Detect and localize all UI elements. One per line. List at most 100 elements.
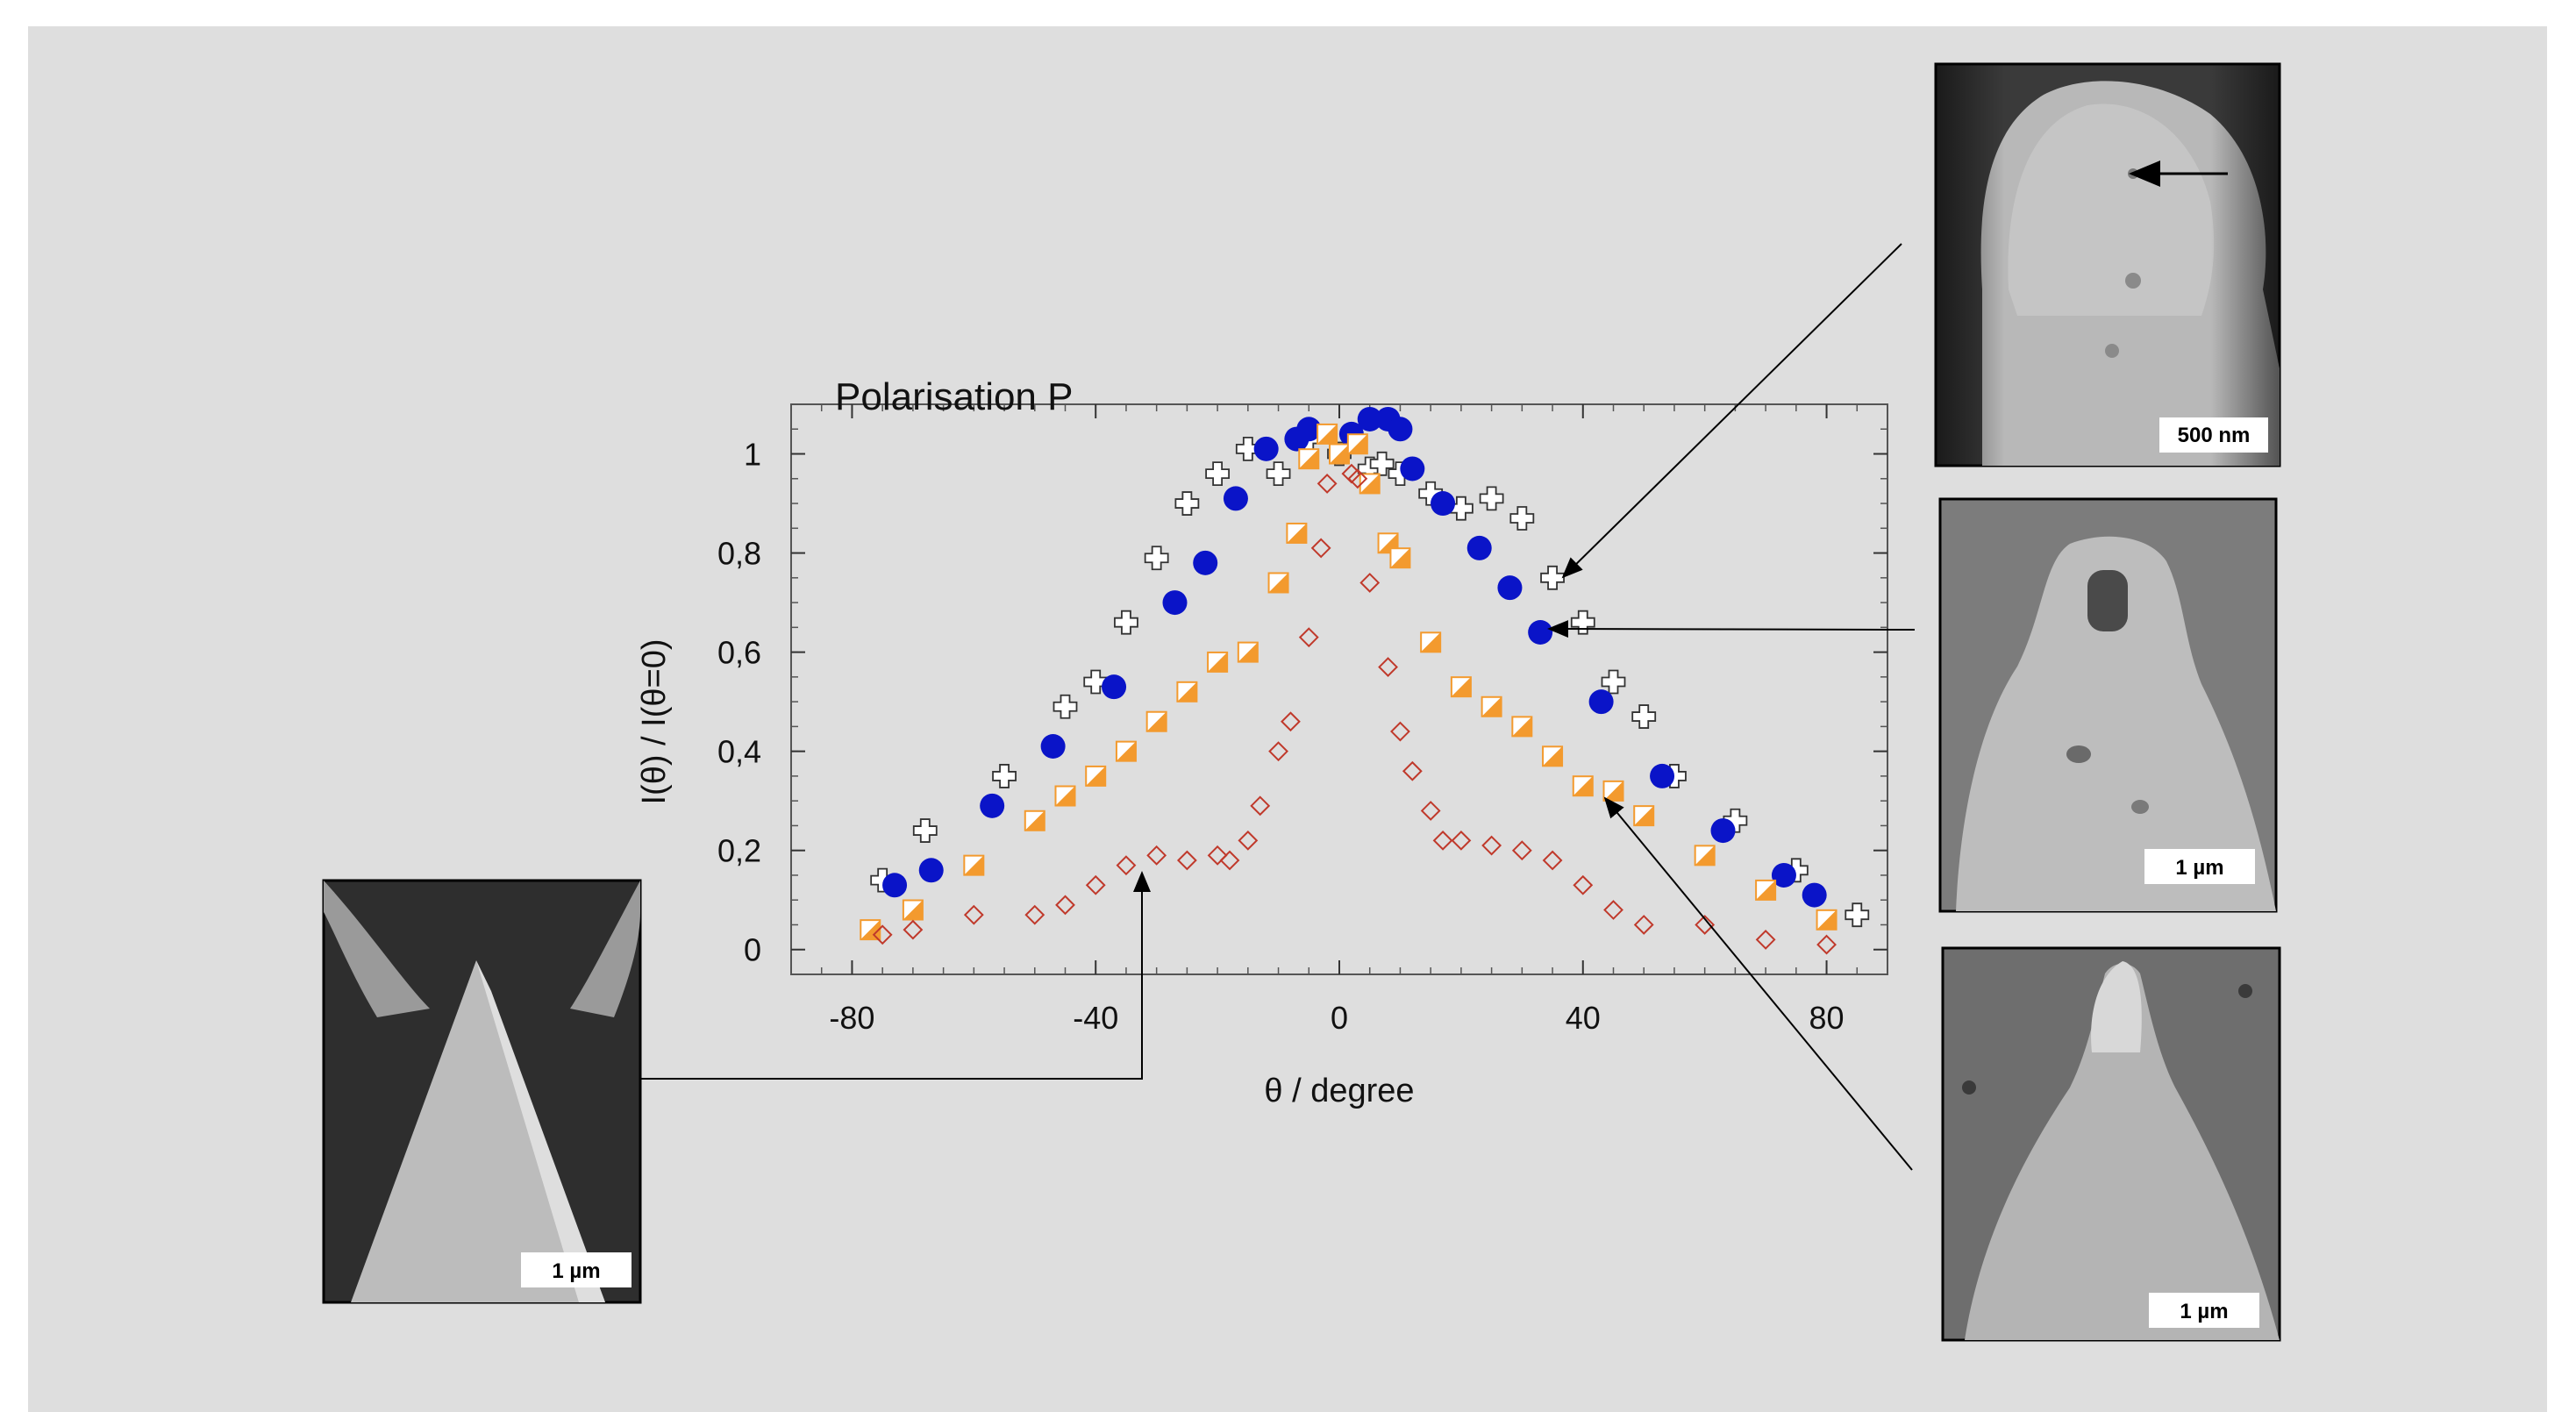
x-tick-label: 80 — [1809, 1000, 1845, 1036]
data-point-square — [1389, 547, 1411, 569]
x-tick-label: 0 — [1331, 1000, 1348, 1036]
data-point-diamond — [1573, 874, 1594, 895]
data-point-plus — [1205, 461, 1231, 487]
sem-image-bottom-right: 1 µm — [1941, 946, 2281, 1342]
data-point-diamond — [1055, 895, 1075, 916]
data-point-circle — [1771, 862, 1796, 888]
data-point-diamond — [1281, 711, 1301, 732]
plot-frame — [790, 403, 1888, 975]
data-point-diamond — [1146, 845, 1167, 866]
data-point-diamond — [1451, 830, 1472, 851]
data-point-square — [1602, 780, 1624, 802]
data-point-circle — [1388, 417, 1413, 442]
data-point-square — [1359, 473, 1381, 495]
data-point-diamond — [1402, 760, 1423, 781]
data-point-diamond — [1317, 474, 1338, 494]
data-point-diamond — [1816, 934, 1837, 955]
data-point-square — [1207, 651, 1229, 673]
data-point-square — [1511, 716, 1533, 738]
data-point-circle — [882, 873, 908, 898]
data-point-square — [1115, 740, 1137, 762]
data-point-diamond — [1633, 915, 1654, 935]
data-point-square — [1481, 695, 1502, 717]
data-point-diamond — [1481, 835, 1502, 856]
data-point-plus — [1144, 546, 1169, 571]
data-point-circle — [980, 793, 1005, 818]
data-point-square — [1317, 423, 1338, 445]
arrow-bottom-right — [1603, 796, 1913, 1171]
data-point-circle — [1710, 818, 1736, 844]
data-point-square — [1755, 879, 1777, 901]
data-point-diamond — [1116, 855, 1137, 876]
data-point-square — [1085, 765, 1107, 787]
data-point-plus — [1631, 704, 1657, 729]
data-point-diamond — [1511, 840, 1532, 861]
data-point-square — [1298, 448, 1320, 470]
data-point-diamond — [1542, 850, 1563, 871]
data-point-plus — [1235, 436, 1260, 461]
data-point-square — [963, 854, 985, 876]
data-point-plus — [992, 764, 1017, 788]
data-marks — [860, 406, 1870, 955]
data-point-diamond — [1310, 538, 1331, 559]
data-point-diamond — [903, 919, 924, 940]
data-point-square — [1024, 809, 1045, 831]
scale-bar-middle-right: 1 µm — [2175, 856, 2223, 880]
data-point-square — [1237, 641, 1259, 663]
data-point-diamond — [1390, 721, 1410, 742]
y-tick-label: 0,2 — [717, 833, 761, 869]
data-point-circle — [1588, 689, 1614, 715]
data-point-square — [1346, 433, 1368, 455]
arrow-left — [640, 871, 1151, 1080]
data-point-plus — [1601, 669, 1626, 695]
data-point-plus — [912, 818, 938, 843]
data-point-circle — [1253, 436, 1279, 461]
sem-image-top-right: 500 nm — [1934, 62, 2281, 467]
x-tick-label: 40 — [1566, 1000, 1601, 1036]
data-point-diamond — [1420, 801, 1441, 821]
data-point-plus — [1369, 451, 1395, 476]
data-point-diamond — [1755, 930, 1776, 950]
data-point-square — [1542, 745, 1564, 767]
data-point-diamond — [1024, 904, 1045, 925]
data-point-plus — [1266, 461, 1291, 487]
data-point-square — [1329, 443, 1350, 465]
data-point-diamond — [1176, 850, 1197, 871]
y-tick-label: 0,8 — [717, 536, 761, 572]
scale-bar-top-right: 500 nm — [2178, 424, 2251, 447]
data-point-plus — [1174, 491, 1200, 516]
data-point-circle — [1400, 456, 1425, 481]
data-point-plus — [1053, 694, 1078, 719]
data-point-circle — [1040, 734, 1066, 759]
data-point-circle — [918, 858, 944, 883]
data-point-square — [902, 899, 924, 921]
arrow-middle-right — [1547, 620, 1916, 638]
axes: -80 -40 0 40 80 0 0,2 0,4 0,6 0,8 1 — [717, 403, 1888, 1036]
data-point-circle — [1223, 486, 1248, 511]
data-point-square — [1633, 805, 1655, 827]
data-point-square — [1450, 676, 1472, 698]
data-point-diamond — [872, 924, 893, 945]
data-point-diamond — [1085, 874, 1106, 895]
y-tick-label: 0,4 — [717, 734, 761, 770]
data-point-diamond — [1268, 741, 1288, 762]
data-point-circle — [1650, 763, 1675, 788]
pointer-arrows — [640, 243, 1916, 1171]
data-point-square — [1694, 845, 1716, 866]
data-point-diamond — [1347, 468, 1368, 489]
data-point-square — [1286, 522, 1308, 544]
data-point-square — [1054, 785, 1076, 807]
data-point-diamond — [1298, 627, 1319, 648]
data-point-diamond — [1219, 850, 1240, 871]
arrow-top-right — [1561, 243, 1902, 579]
chart-title: Polarisation P — [835, 375, 1073, 418]
data-point-plus — [1540, 565, 1565, 590]
data-point-diamond — [1378, 657, 1398, 677]
data-point-square — [1572, 775, 1594, 797]
data-point-plus — [1509, 506, 1535, 531]
data-point-plus — [1083, 669, 1109, 695]
x-tick-label: -80 — [829, 1000, 874, 1036]
scale-bar-bottom-right: 1 µm — [2180, 1300, 2228, 1323]
data-point-circle — [1497, 575, 1523, 601]
sem-image-left: 1 µm — [322, 879, 642, 1304]
